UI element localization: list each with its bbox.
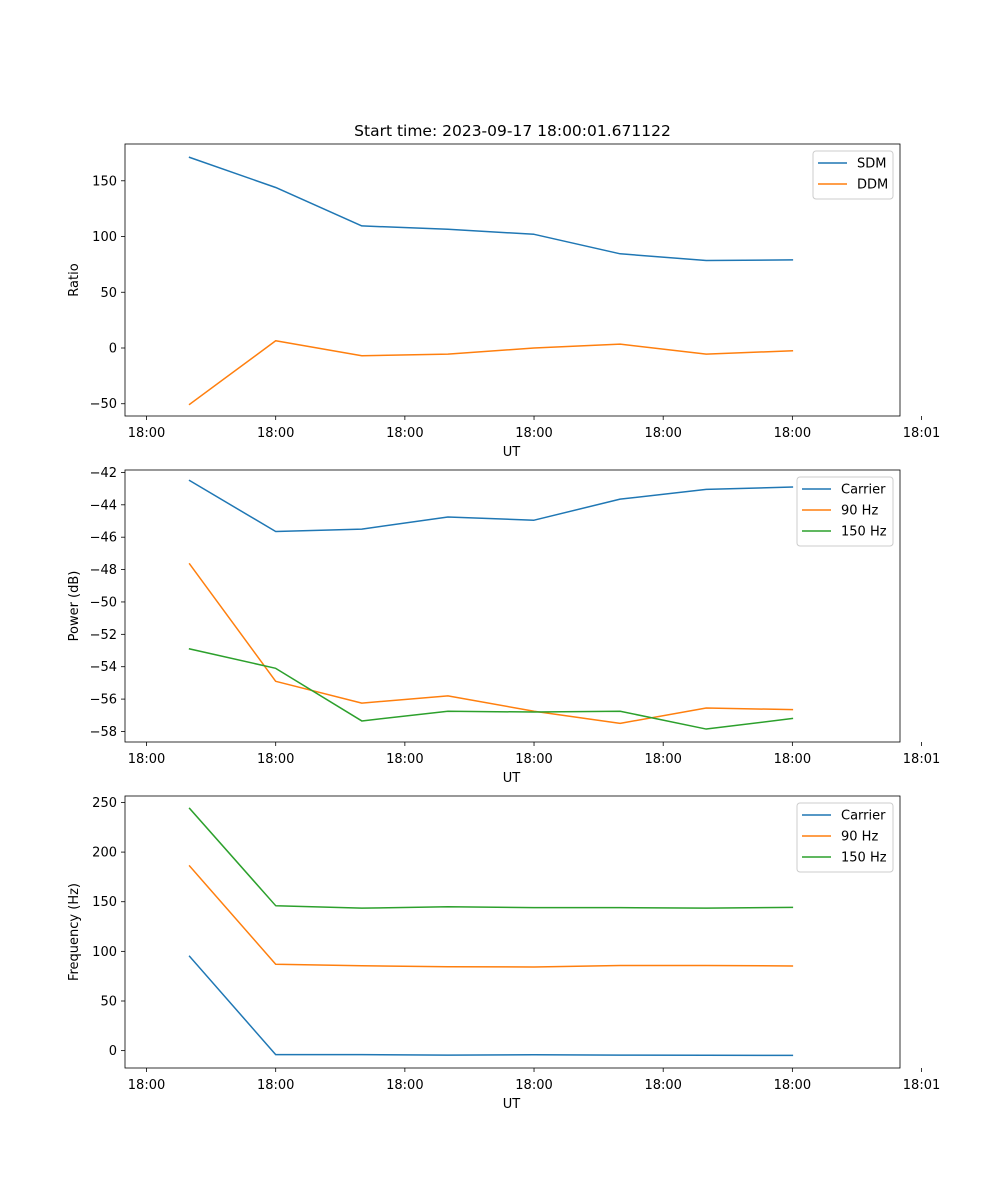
series-line-carrier	[188, 479, 794, 533]
series-line-90-hz	[188, 562, 794, 725]
legend: Carrier 90 Hz 150 Hz	[796, 476, 894, 547]
x-axis-label: UT	[503, 1097, 521, 1112]
x-tick-label: 18:00	[644, 752, 681, 767]
y-tick-label: 0	[109, 1044, 117, 1059]
x-tick-label: 18:00	[128, 1078, 165, 1093]
x-tick-label: 18:00	[774, 1078, 811, 1093]
x-tick-label: 18:00	[644, 1078, 681, 1093]
y-axis-label: Ratio	[67, 263, 82, 296]
y-tick-label: −46	[90, 531, 117, 546]
y-tick-label: −48	[90, 563, 117, 578]
x-tick-label: 18:00	[257, 1078, 294, 1093]
x-tick-label: 18:00	[257, 426, 294, 441]
y-axis-label: Frequency (Hz)	[67, 883, 82, 981]
y-tick-label: 150	[92, 895, 117, 910]
y-tick-label: −50	[90, 595, 117, 610]
subplot-3: 18:00 18:00 18:00 18:00 18:00 18:00 18:01 0 50 10…	[67, 795, 940, 1112]
x-tick-label: 18:00	[515, 752, 552, 767]
legend-box	[796, 802, 894, 873]
series-line-150-hz	[188, 648, 794, 730]
legend-label: SDM	[857, 157, 886, 172]
x-tick-label: 18:00	[386, 752, 423, 767]
y-tick-label: 0	[109, 342, 117, 357]
y-tick-label: −56	[90, 693, 117, 708]
x-tick-label: 18:00	[515, 1078, 552, 1093]
x-tick-label: 18:00	[128, 426, 165, 441]
legend: SDM DDM	[812, 150, 894, 200]
y-tick-label: −42	[90, 466, 117, 481]
x-tick-label: 18:00	[386, 426, 423, 441]
legend: Carrier 90 Hz 150 Hz	[796, 802, 894, 873]
x-tick-label: 18:00	[128, 752, 165, 767]
legend-label: 90 Hz	[841, 830, 878, 845]
legend-label: 150 Hz	[841, 525, 887, 540]
x-tick-label: 18:01	[903, 426, 940, 441]
legend-label: DDM	[857, 178, 888, 193]
y-tick-label: −50	[90, 397, 117, 412]
axes-frame	[124, 143, 901, 417]
y-tick-label: 150	[92, 174, 117, 189]
x-axis-label: UT	[503, 445, 521, 460]
y-tick-label: 100	[92, 230, 117, 245]
subplot-1: 18:00 18:00 18:00 18:00 18:00 18:00 18:01 −50 0 5…	[67, 143, 940, 460]
x-tick-label: 18:00	[774, 426, 811, 441]
y-tick-label: 200	[92, 846, 117, 861]
series-line-90-hz	[188, 864, 794, 968]
x-tick-label: 18:00	[257, 752, 294, 767]
y-tick-label: −44	[90, 498, 117, 513]
legend-label: 90 Hz	[841, 504, 878, 519]
x-tick-label: 18:00	[386, 1078, 423, 1093]
x-tick-label: 18:01	[903, 752, 940, 767]
legend-label: Carrier	[841, 483, 886, 498]
axes-frame	[124, 795, 901, 1069]
x-tick-label: 18:01	[903, 1078, 940, 1093]
legend-label: 150 Hz	[841, 851, 887, 866]
axes-frame	[124, 469, 901, 743]
chart-title: Start time: 2023-09-17 18:00:01.671122	[354, 122, 671, 140]
x-tick-label: 18:00	[515, 426, 552, 441]
y-tick-label: 50	[100, 994, 117, 1009]
y-tick-label: −52	[90, 628, 117, 643]
legend-box	[796, 476, 894, 547]
legend-label: Carrier	[841, 809, 886, 824]
subplot-2: 18:00 18:00 18:00 18:00 18:00 18:00 18:01 −58 −5…	[67, 466, 940, 786]
y-tick-label: 100	[92, 945, 117, 960]
x-tick-label: 18:00	[644, 426, 681, 441]
series-line-ddm	[188, 340, 794, 406]
x-tick-label: 18:00	[774, 752, 811, 767]
y-tick-label: 50	[100, 286, 117, 301]
y-tick-label: −54	[90, 660, 117, 675]
series-line-150-hz	[188, 807, 794, 909]
series-line-carrier	[188, 955, 794, 1057]
y-axis-label: Power (dB)	[67, 571, 82, 642]
y-tick-label: −58	[90, 725, 117, 740]
x-axis-label: UT	[503, 771, 521, 786]
series-line-sdm	[188, 156, 794, 262]
y-tick-label: 250	[92, 796, 117, 811]
